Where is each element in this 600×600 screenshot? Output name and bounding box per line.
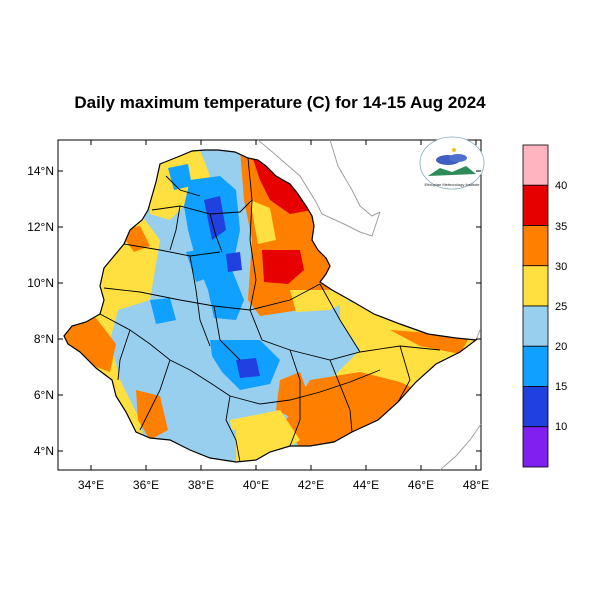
ethiopian-meteorology-institute-logo: Ethiopian Meteorology Institute: [419, 136, 485, 190]
legend-swatch: [522, 265, 549, 307]
neighbor-borders: [257, 139, 482, 471]
legend-label: 10: [555, 421, 567, 433]
legend-swatch: [522, 345, 549, 387]
lat-tick-label: 12°N: [27, 220, 54, 234]
legend-swatch: [522, 225, 549, 267]
legend-swatch: [522, 144, 549, 186]
map-title: Daily maximum temperature (C) for 14-15 …: [74, 93, 486, 112]
lat-tick-label: 4°N: [34, 444, 54, 458]
lat-tick-label: 6°N: [34, 388, 54, 402]
lon-tick-label: 40°E: [243, 478, 269, 492]
regional-borders: [63, 149, 478, 463]
legend-label: 15: [555, 381, 567, 393]
legend-label: 25: [555, 301, 567, 313]
legend-label: 30: [555, 261, 567, 273]
lon-tick-label: 38°E: [188, 478, 214, 492]
lat-tick-label: 14°N: [27, 164, 54, 178]
legend-label: 40: [555, 180, 567, 192]
legend-swatch: [522, 305, 549, 347]
lon-tick-label: 48°E: [463, 478, 489, 492]
lon-tick-label: 44°E: [353, 478, 379, 492]
latitude-axis: [58, 170, 481, 452]
color-legend: 40 35 30 25 20 15 10: [522, 144, 567, 468]
lon-tick-label: 34°E: [78, 478, 104, 492]
legend-swatch: [522, 184, 549, 226]
lon-tick-label: 42°E: [298, 478, 324, 492]
legend-swatch: [522, 386, 549, 428]
lat-tick-label: 10°N: [27, 276, 54, 290]
svg-text:Ethiopian Meteorology Institut: Ethiopian Meteorology Institute: [425, 182, 481, 187]
color-legend-swatches: [522, 144, 549, 468]
lat-tick-label: 8°N: [34, 332, 54, 346]
longitude-axis: [90, 140, 477, 470]
lon-tick-label: 46°E: [408, 478, 434, 492]
legend-swatch: [522, 426, 549, 468]
legend-label: 20: [555, 341, 567, 353]
lon-tick-label: 36°E: [133, 478, 159, 492]
legend-label: 35: [555, 221, 567, 233]
